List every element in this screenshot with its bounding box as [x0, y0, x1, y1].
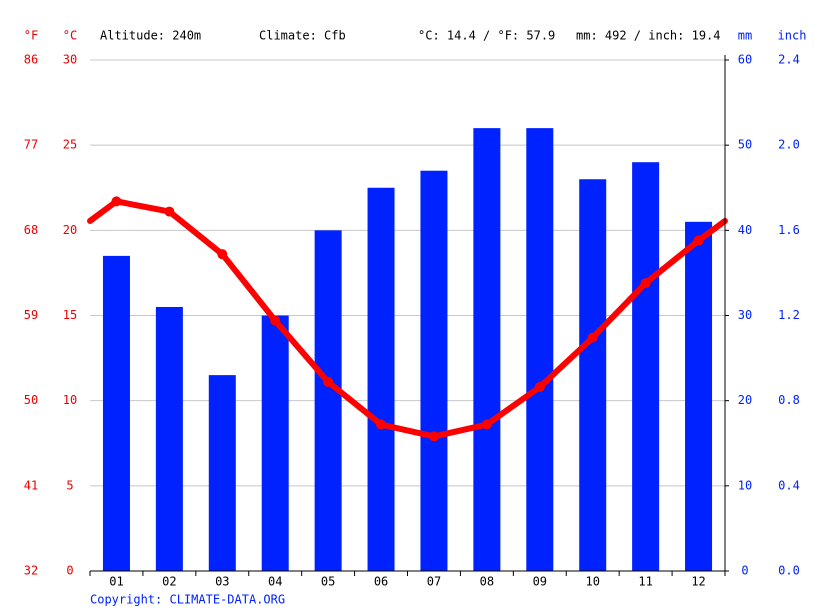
y-f-tick-label: 68 — [24, 223, 38, 237]
y2-tick-label: 40 — [738, 223, 752, 237]
temperature-summary: °C: 14.4 / °F: 57.9 — [418, 29, 555, 43]
y-tick-label: 10 — [63, 393, 77, 407]
bar — [685, 221, 713, 572]
temperature-point — [640, 278, 651, 289]
inch-axis-label: inch — [778, 29, 807, 43]
mm-axis-label: mm — [738, 29, 752, 43]
y2-tick-label: 30 — [738, 308, 752, 322]
line-wrap — [695, 217, 728, 244]
precipitation-summary: mm: 492 / inch: 19.4 — [576, 29, 721, 43]
temperature-point — [534, 382, 545, 393]
temperature-point — [111, 196, 122, 207]
temperature-point — [270, 315, 281, 326]
temperature-point — [693, 235, 704, 246]
y3-tick-label: 0.4 — [778, 478, 800, 492]
bar — [526, 128, 554, 571]
x-tick-label: 04 — [268, 575, 282, 589]
temperature-point — [481, 419, 492, 430]
line-wrap — [87, 198, 120, 224]
x-tick-label: 01 — [109, 575, 123, 589]
y-f-tick-label: 32 — [24, 564, 38, 578]
c-axis-label: °C — [63, 29, 77, 43]
x-tick-label: 11 — [638, 575, 652, 589]
bar — [473, 128, 501, 571]
y-tick-label: 0 — [66, 564, 73, 578]
bar — [155, 306, 183, 571]
bar — [261, 315, 289, 571]
y3-tick-label: 1.2 — [778, 308, 800, 322]
x-tick-label: 10 — [585, 575, 599, 589]
temperature-point — [587, 332, 598, 343]
x-tick-label: 02 — [162, 575, 176, 589]
x-tick-label: 09 — [533, 575, 547, 589]
temperature-point — [217, 249, 228, 260]
temperature-point — [323, 376, 334, 387]
climate: Climate: Cfb — [259, 29, 346, 43]
y3-tick-label: 0.0 — [778, 564, 800, 578]
y-f-tick-label: 50 — [24, 393, 38, 407]
y-f-tick-label: 41 — [24, 478, 38, 492]
y2-tick-label: 50 — [738, 138, 752, 152]
y2-tick-label: 10 — [738, 478, 752, 492]
y3-tick-label: 2.0 — [778, 138, 800, 152]
y3-tick-label: 0.8 — [778, 393, 800, 407]
y3-tick-label: 1.6 — [778, 223, 800, 237]
y-f-tick-label: 86 — [24, 53, 38, 67]
y-tick-label: 5 — [66, 478, 73, 492]
y-tick-label: 30 — [63, 53, 77, 67]
y3-tick-label: 2.4 — [778, 53, 800, 67]
temperature-point — [164, 206, 175, 217]
bar — [102, 255, 130, 571]
x-tick-label: 03 — [215, 575, 229, 589]
x-tick-label: 05 — [321, 575, 335, 589]
bar — [367, 187, 395, 571]
bar — [579, 179, 607, 571]
x-tick-label: 12 — [691, 575, 705, 589]
altitude: Altitude: 240m — [100, 29, 201, 43]
bar — [314, 230, 342, 572]
y2-tick-label: 60 — [738, 53, 752, 67]
temperature-point — [376, 419, 387, 430]
y-tick-label: 25 — [63, 138, 77, 152]
x-tick-label: 06 — [374, 575, 388, 589]
bar — [208, 375, 236, 571]
y-tick-label: 20 — [63, 223, 77, 237]
y-f-tick-label: 59 — [24, 308, 38, 322]
y-f-tick-label: 77 — [24, 138, 38, 152]
bar — [420, 170, 448, 571]
temperature-line — [115, 198, 701, 440]
x-tick-label: 07 — [427, 575, 441, 589]
y2-tick-label: 0 — [741, 564, 748, 578]
f-axis-label: °F — [24, 29, 38, 43]
temperature-point — [428, 431, 439, 442]
y-tick-label: 15 — [63, 308, 77, 322]
x-tick-label: 08 — [480, 575, 494, 589]
bar — [632, 162, 660, 571]
copyright: Copyright: CLIMATE-DATA.ORG — [90, 593, 285, 607]
y2-tick-label: 20 — [738, 393, 752, 407]
